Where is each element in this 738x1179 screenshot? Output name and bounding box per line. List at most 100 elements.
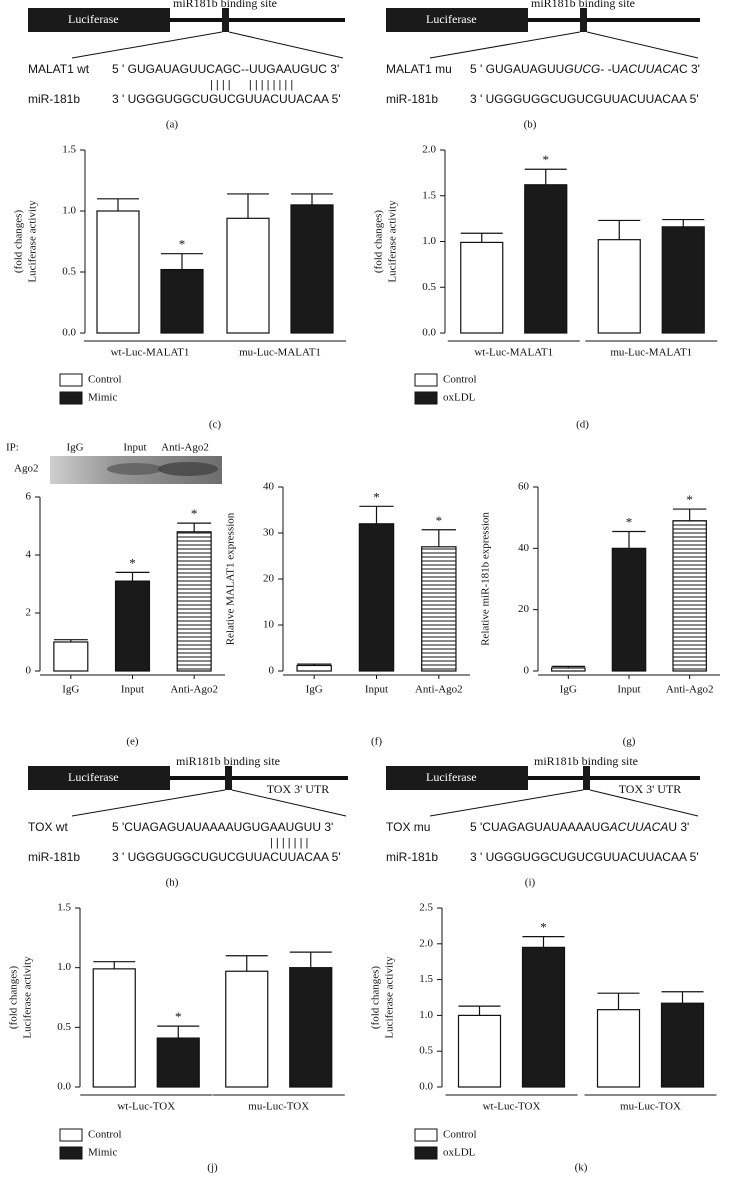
y-axis-label: (fold changes) — [8, 966, 20, 1030]
legend-swatch — [414, 1146, 438, 1160]
base-pairs: | | | | | | | — [270, 837, 308, 849]
x-tick-label: IgG — [306, 684, 323, 696]
site-label: miR181b binding site — [531, 0, 635, 10]
reporter-label: Luciferase — [68, 12, 119, 26]
panel-label: (j) — [207, 1162, 218, 1174]
x-group-label: mu-Luc-TOX — [620, 1101, 681, 1113]
bar — [226, 217, 270, 334]
panel-label: (f) — [371, 736, 382, 748]
bar — [176, 531, 212, 672]
seq-part: - -U — [600, 62, 620, 76]
binding-site — [583, 766, 590, 790]
reporter-label: Luciferase — [68, 770, 119, 784]
y-tick-label: 1.5 — [62, 144, 76, 156]
y-tick-label: 20 — [518, 603, 530, 615]
sequence: ' GUGAUAGUUCAGC--UUGAAUGUC 3' — [122, 62, 339, 76]
y-tick-label: 0 — [524, 665, 530, 677]
zoom-line — [429, 31, 581, 59]
seq-end: 3 — [112, 92, 119, 106]
seq-part: ' UGGGUGGCUGUCGUUACUUACAA 5' — [122, 92, 341, 106]
bar — [551, 667, 586, 672]
seq-end: 3 — [470, 850, 477, 864]
utr-label: TOX 3' UTR — [619, 782, 682, 796]
bar — [160, 268, 204, 334]
site-label: miR181b binding site — [534, 754, 638, 768]
legend-label: Mimic — [88, 1147, 117, 1159]
seq-part: C 3' — [679, 62, 700, 76]
reporter-box — [386, 766, 528, 790]
blot-band — [158, 462, 218, 476]
y-tick-label: 1.0 — [422, 235, 436, 247]
y-tick-label: 1.5 — [422, 189, 436, 201]
blot-lane-label: IgG — [66, 442, 83, 454]
x-group-label: mu-Luc-TOX — [248, 1101, 309, 1113]
y-tick-label: 1.0 — [62, 205, 76, 217]
legend-label: Mimic — [88, 392, 117, 404]
significance-mark: * — [543, 152, 550, 167]
seq-end: 3 — [470, 92, 477, 106]
legend-swatch — [59, 1128, 83, 1142]
site-label: miR181b binding site — [176, 754, 280, 768]
y-tick-label: 4 — [26, 549, 32, 561]
y-axis-label: Luciferase activity — [387, 200, 399, 283]
significance-mark: * — [686, 492, 693, 507]
seq-part: ' GUGAUAGUU — [480, 62, 564, 76]
x-group-label: wt-Luc-TOX — [117, 1101, 175, 1113]
seq-part: ACUUACA — [619, 62, 679, 76]
y-tick-label: 2.0 — [422, 144, 436, 156]
y-tick-label: 1.5 — [419, 973, 433, 985]
seq-end: 5 — [470, 820, 477, 834]
y-tick-label: 6 — [26, 491, 32, 503]
sequence: ' UGGGUGGCUGUCGUUACUUACAA 5' — [122, 92, 341, 106]
y-tick-label: 0.5 — [62, 266, 76, 278]
y-tick-label: 0 — [26, 665, 32, 677]
reporter-label: Luciferase — [426, 770, 477, 784]
binding-site — [225, 766, 232, 790]
significance-mark: * — [373, 489, 380, 504]
blot-lane-label: Input — [123, 442, 146, 454]
y-tick-label: 0.0 — [419, 1081, 433, 1093]
x-tick-label: Anti-Ago2 — [170, 684, 218, 696]
y-axis-label: (fold changes) — [373, 210, 385, 274]
y-axis-label: Relative miR-181b expression — [480, 512, 492, 646]
y-tick-label: 30 — [263, 527, 275, 539]
significance-mark: * — [436, 513, 443, 528]
legend-label: Control — [443, 1129, 477, 1141]
bar — [660, 1002, 705, 1088]
bar — [524, 184, 568, 334]
bar — [53, 641, 89, 672]
significance-mark: * — [129, 555, 136, 570]
legend-swatch — [59, 373, 83, 387]
seq-name: MALAT1 mu — [386, 62, 452, 76]
zoom-line — [429, 789, 584, 817]
seq-end: 5 — [112, 62, 119, 76]
x-group-label: mu-Luc-MALAT1 — [610, 347, 692, 359]
y-tick-label: 1.0 — [57, 961, 71, 973]
site-label: miR181b binding site — [173, 0, 277, 10]
legend-label: oxLDL — [443, 392, 476, 404]
y-tick-label: 2.5 — [419, 902, 433, 914]
y-tick-label: 1.5 — [57, 902, 71, 914]
seq-part: GUCG — [564, 62, 600, 76]
seq-part: ' UGGGUGGCUGUCGUUACUUACAA 5' — [480, 92, 699, 106]
y-tick-label: 0.0 — [57, 1081, 71, 1093]
bar — [596, 1009, 641, 1088]
y-tick-label: 60 — [518, 481, 530, 493]
bar — [421, 546, 457, 672]
panel-label: (c) — [209, 419, 222, 431]
blot-lane-label: Anti-Ago2 — [161, 442, 209, 454]
y-axis-label: Relative MALAT1 expression — [225, 512, 237, 645]
bar — [225, 970, 269, 1088]
x-tick-label: Anti-Ago2 — [415, 684, 463, 696]
utr-label: TOX 3' UTR — [267, 782, 330, 796]
y-axis-label: Luciferase activity — [22, 956, 34, 1039]
seq-end: 3 — [112, 850, 119, 864]
y-tick-label: 0 — [269, 665, 275, 677]
bar — [460, 241, 504, 334]
legend-label: Control — [88, 1129, 122, 1141]
reporter-box — [28, 8, 170, 32]
x-group-label: mu-Luc-MALAT1 — [239, 347, 321, 359]
seq-end: 5 — [470, 62, 477, 76]
legend-swatch — [414, 391, 438, 405]
